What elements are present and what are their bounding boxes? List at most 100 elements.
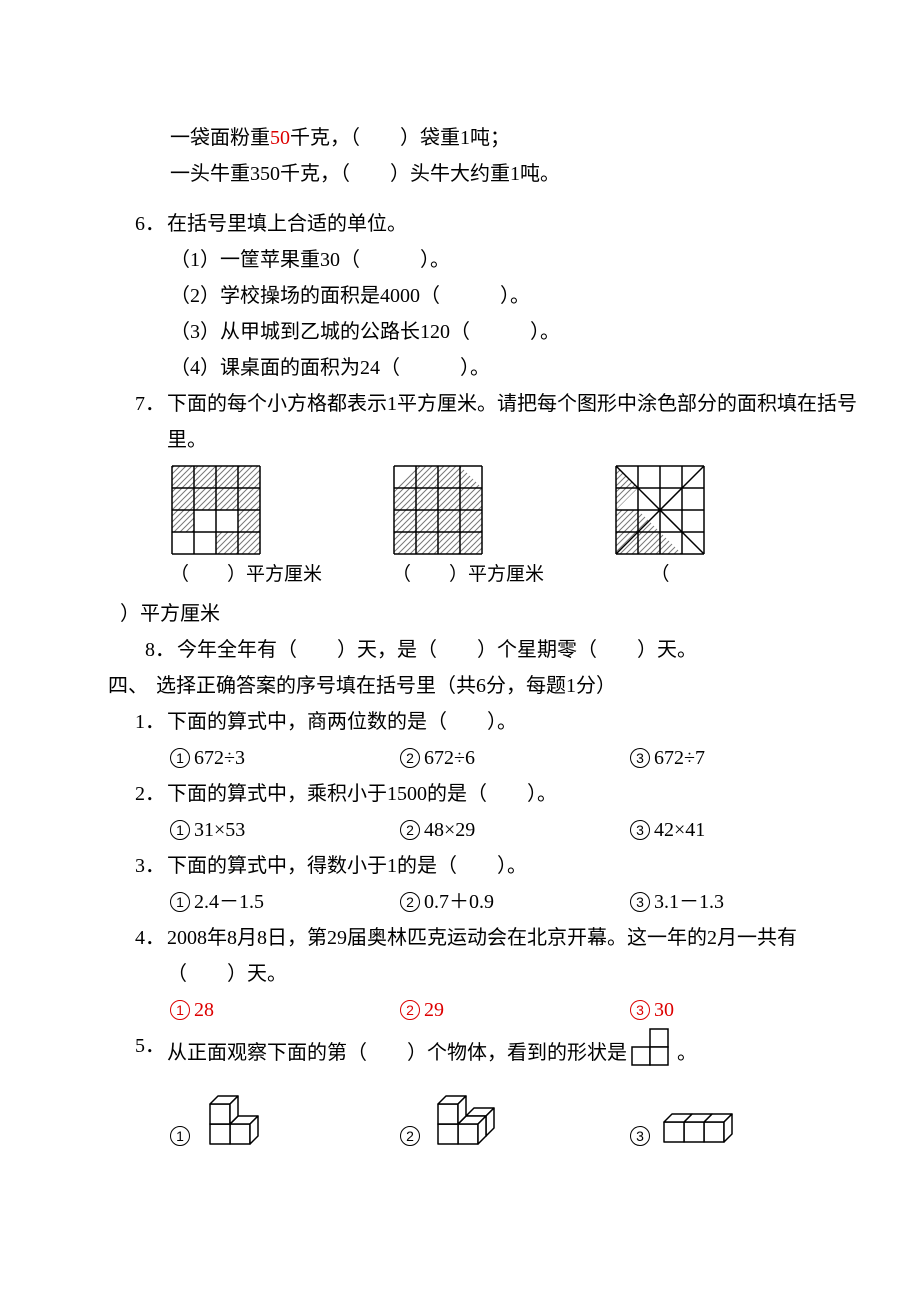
q6-sub1: （1）一筐苹果重30（ ）。 — [60, 242, 860, 278]
s4q5-opt1: 1 — [170, 1090, 400, 1146]
circled-1-icon: 1 — [170, 748, 190, 768]
s4q3-options: 12.4－1.5 20.7＋0.9 33.1－1.3 — [60, 884, 860, 920]
q6-number: 6． — [135, 206, 167, 242]
grid3-caption-a: （ — [614, 558, 706, 592]
circled-3-icon: 3 — [630, 1126, 650, 1146]
circled-3-icon: 3 — [630, 748, 650, 768]
circled-1-icon: 1 — [170, 892, 190, 912]
question-7: 7． 下面的每个小方格都表示1平方厘米。请把每个图形中涂色部分的面积填在括号里。 — [60, 386, 860, 458]
circled-3-icon: 3 — [630, 820, 650, 840]
s4-q5: 5． 从正面观察下面的第（ ）个物体，看到的形状是 。 — [60, 1028, 860, 1078]
fill-line-cow: 一头牛重350千克，（ ）头牛大约重1吨。 — [60, 156, 860, 192]
opt-text: 672÷7 — [654, 747, 705, 769]
s4q1-opt1: 1672÷3 — [170, 740, 400, 776]
s4q3-opt3: 33.1－1.3 — [630, 884, 860, 920]
s4q5-stem-b: 。 — [677, 1035, 697, 1071]
grid3-caption-b: ）平方厘米 — [60, 596, 860, 632]
section-4-label: 四、 — [60, 668, 156, 704]
s4-q3: 3． 下面的算式中，得数小于1的是（ ）。 — [60, 848, 860, 884]
circled-1-icon: 1 — [170, 1126, 190, 1146]
circled-3-icon: 3 — [630, 892, 650, 912]
fill-line-flour: 一袋面粉重50千克，（ ）袋重1吨； — [60, 120, 860, 156]
opt-text: 29 — [424, 999, 444, 1021]
cube-shape-1-icon — [200, 1090, 270, 1146]
s4q2-opt3: 342×41 — [630, 812, 860, 848]
q8-number: 8． — [145, 632, 177, 668]
s4q4-stem: 2008年8月8日，第29届奥林匹克运动会在北京开幕。这一年的2月一共有（ ）天… — [167, 920, 860, 992]
opt-text: 672÷6 — [424, 747, 475, 769]
q7-grid3: （ — [614, 464, 706, 592]
s4q4-opt1: 128 — [170, 992, 400, 1028]
s4q4-num: 4． — [135, 920, 167, 956]
s4q1-options: 1672÷3 2672÷6 3672÷7 — [60, 740, 860, 776]
opt-text: 31×53 — [194, 819, 245, 841]
opt-text: 42×41 — [654, 819, 705, 841]
s4q3-opt2: 20.7＋0.9 — [400, 884, 630, 920]
s4q5-opt2: 2 — [400, 1090, 630, 1146]
opt-text: 48×29 — [424, 819, 475, 841]
q7-grid2: （ ）平方厘米 — [392, 464, 544, 592]
s4q4-opt2: 229 — [400, 992, 630, 1028]
q6-sub2: （2）学校操场的面积是4000（ ）。 — [60, 278, 860, 314]
s4q2-stem: 下面的算式中，乘积小于1500的是（ ）。 — [167, 776, 860, 812]
s4q1-num: 1． — [135, 704, 167, 740]
s4q3-stem: 下面的算式中，得数小于1的是（ ）。 — [167, 848, 860, 884]
opt-text: 30 — [654, 999, 674, 1021]
s4q5-stem-a: 从正面观察下面的第（ ）个物体，看到的形状是 — [167, 1035, 627, 1071]
s4q5-num: 5． — [135, 1028, 167, 1064]
circled-2-icon: 2 — [400, 748, 420, 768]
cube-shape-2-icon — [430, 1090, 506, 1146]
s4q4-options: 128 229 330 — [60, 992, 860, 1028]
q7-number: 7． — [135, 386, 167, 422]
opt-text: 28 — [194, 999, 214, 1021]
l-shape-icon — [631, 1028, 671, 1078]
s4q3-opt1: 12.4－1.5 — [170, 884, 400, 920]
q6-sub3: （3）从甲城到乙城的公路长120（ ）。 — [60, 314, 860, 350]
s4q2-opt2: 248×29 — [400, 812, 630, 848]
s4-q1: 1． 下面的算式中，商两位数的是（ ）。 — [60, 704, 860, 740]
text: 千克，（ ）袋重1吨； — [290, 127, 510, 149]
grid1-caption: （ ）平方厘米 — [170, 558, 322, 592]
s4-q2: 2． 下面的算式中，乘积小于1500的是（ ）。 — [60, 776, 860, 812]
circled-1-icon: 1 — [170, 820, 190, 840]
grid3-svg — [614, 464, 706, 556]
text: 一袋面粉重 — [170, 127, 270, 149]
s4q2-options: 131×53 248×29 342×41 — [60, 812, 860, 848]
s4q5-options: 1 2 — [60, 1090, 860, 1146]
circled-2-icon: 2 — [400, 820, 420, 840]
q7-grids: （ ）平方厘米 （ ）平方厘米 — [60, 464, 860, 592]
circled-2-icon: 2 — [400, 892, 420, 912]
q8-text: 今年全年有（ ）天，是（ ）个星期零（ ）天。 — [177, 632, 860, 668]
cube-shape-3-icon — [660, 1106, 746, 1146]
opt-text: 3.1－1.3 — [654, 891, 724, 913]
question-6: 6． 在括号里填上合适的单位。 — [60, 206, 860, 242]
section-4-text: 选择正确答案的序号填在括号里（共6分，每题1分） — [156, 668, 860, 704]
s4q1-opt2: 2672÷6 — [400, 740, 630, 776]
opt-text: 2.4－1.5 — [194, 891, 264, 913]
section-4-header: 四、 选择正确答案的序号填在括号里（共6分，每题1分） — [60, 668, 860, 704]
circled-2-icon: 2 — [400, 1000, 420, 1020]
s4q1-stem: 下面的算式中，商两位数的是（ ）。 — [167, 704, 860, 740]
q6-sub4: （4）课桌面的面积为24（ ）。 — [60, 350, 860, 386]
question-8: 8． 今年全年有（ ）天，是（ ）个星期零（ ）天。 — [60, 632, 860, 668]
s4q5-opt3: 3 — [630, 1106, 860, 1146]
circled-1-icon: 1 — [170, 1000, 190, 1020]
circled-2-icon: 2 — [400, 1126, 420, 1146]
q7-stem: 下面的每个小方格都表示1平方厘米。请把每个图形中涂色部分的面积填在括号里。 — [167, 386, 860, 458]
s4q4-opt3: 330 — [630, 992, 860, 1028]
grid2-svg — [392, 464, 484, 556]
q7-grid1: （ ）平方厘米 — [170, 464, 322, 592]
opt-text: 672÷3 — [194, 747, 245, 769]
s4q2-opt1: 131×53 — [170, 812, 400, 848]
q6-stem: 在括号里填上合适的单位。 — [167, 206, 860, 242]
s4q3-num: 3． — [135, 848, 167, 884]
opt-text: 0.7＋0.9 — [424, 891, 494, 913]
s4q1-opt3: 3672÷7 — [630, 740, 860, 776]
grid1-svg — [170, 464, 262, 556]
s4-q4: 4． 2008年8月8日，第29届奥林匹克运动会在北京开幕。这一年的2月一共有（… — [60, 920, 860, 992]
s4q5-stem: 从正面观察下面的第（ ）个物体，看到的形状是 。 — [167, 1028, 860, 1078]
grid2-caption: （ ）平方厘米 — [392, 558, 544, 592]
text-red: 50 — [270, 127, 290, 149]
circled-3-icon: 3 — [630, 1000, 650, 1020]
s4q2-num: 2． — [135, 776, 167, 812]
